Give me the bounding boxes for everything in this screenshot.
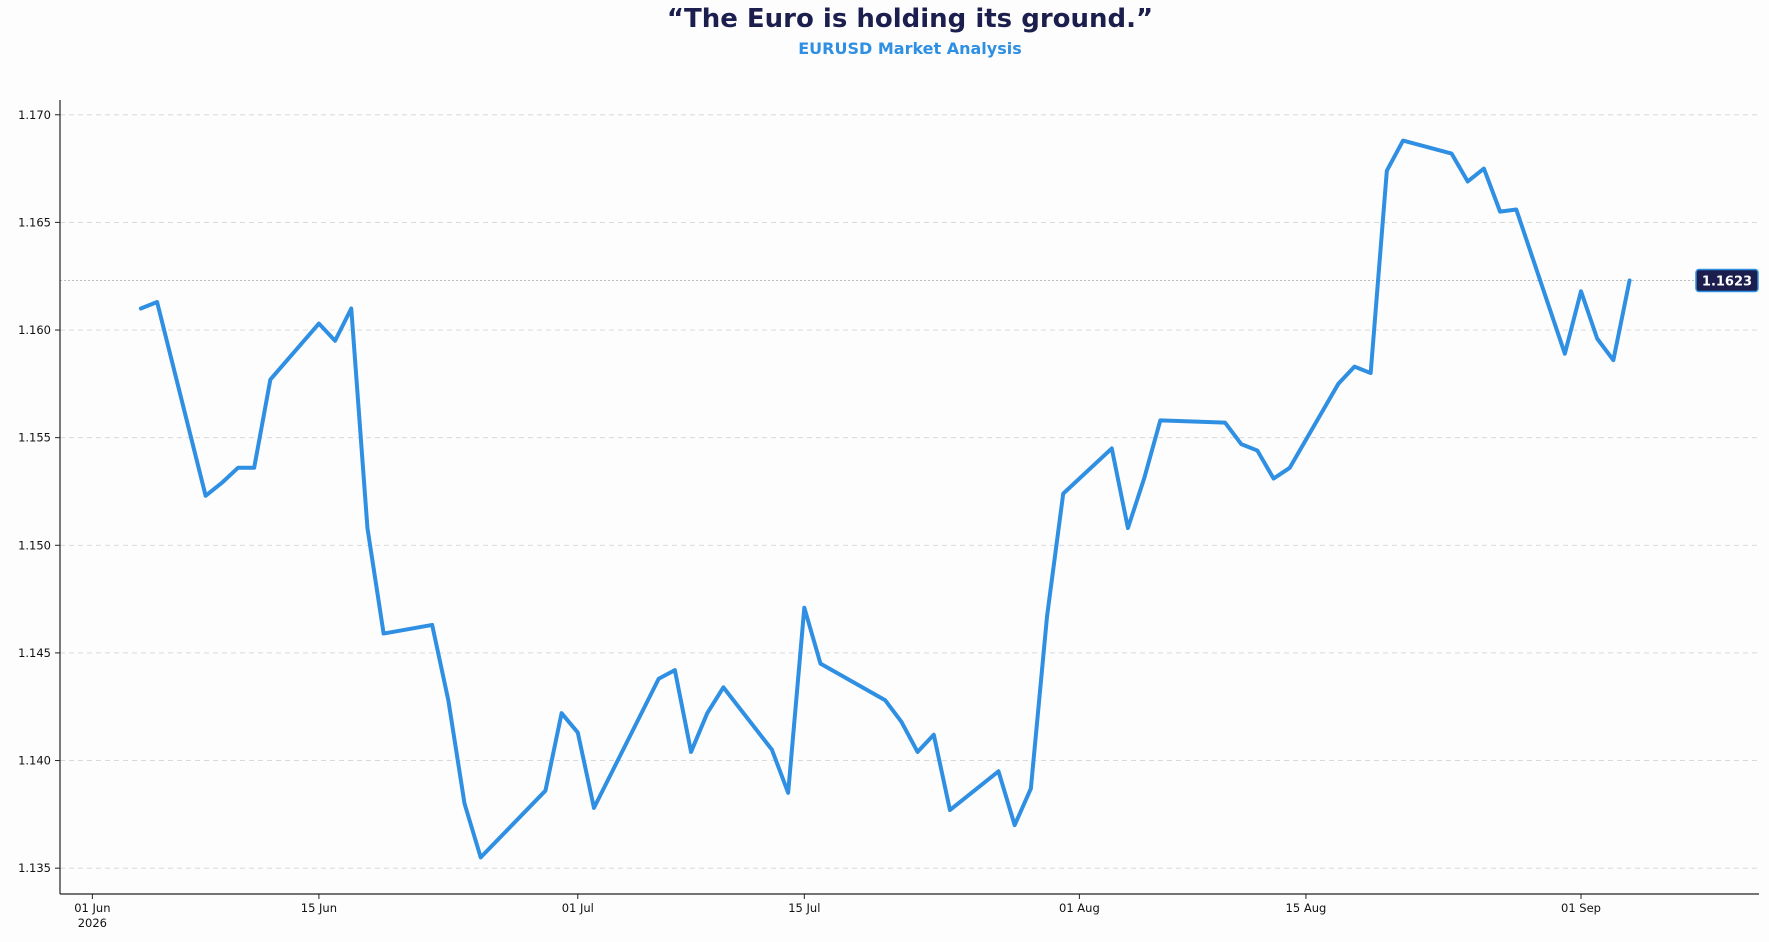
- last-value-badge: [1695, 268, 1759, 293]
- y-tick-label: 1.145: [18, 646, 51, 660]
- chart-title: “The Euro is holding its ground.”: [666, 4, 1154, 34]
- series: [138, 138, 1632, 860]
- x-tick-label: 15 Aug: [1286, 901, 1327, 915]
- y-tick-label: 1.140: [18, 754, 51, 768]
- y-tick-label: 1.150: [18, 538, 51, 552]
- y-tick-label: 1.170: [18, 108, 51, 122]
- axes: [55, 100, 1759, 899]
- x-tick-label: 15 Jun: [301, 901, 337, 915]
- tick-labels: 1.135 1.140 1.145 1.150 1.155 1.160 1.165 1.170…: [18, 108, 1601, 930]
- grid-lines: [60, 114, 1759, 869]
- x-tick-label: 01 Jul: [562, 901, 594, 915]
- y-tick-label: 1.155: [18, 431, 51, 445]
- x-tick-label: 01 Sep: [1561, 901, 1601, 915]
- y-tick-label: 1.135: [18, 861, 51, 875]
- y-tick-label: 1.160: [18, 323, 51, 337]
- last-value-marker: 1.1623: [1695, 268, 1759, 293]
- x-tick-sublabel: 2026: [78, 916, 107, 930]
- chart-subtitle: EURUSD Market Analysis: [798, 39, 1022, 58]
- last-value-label: 1.1623: [1702, 275, 1752, 290]
- x-tick-label: 01 Aug: [1059, 901, 1100, 915]
- x-tick-label: 15 Jul: [788, 901, 820, 915]
- y-tick-label: 1.165: [18, 215, 51, 229]
- price-line: [138, 138, 1632, 860]
- x-tick-label: 01 Jun: [74, 901, 110, 915]
